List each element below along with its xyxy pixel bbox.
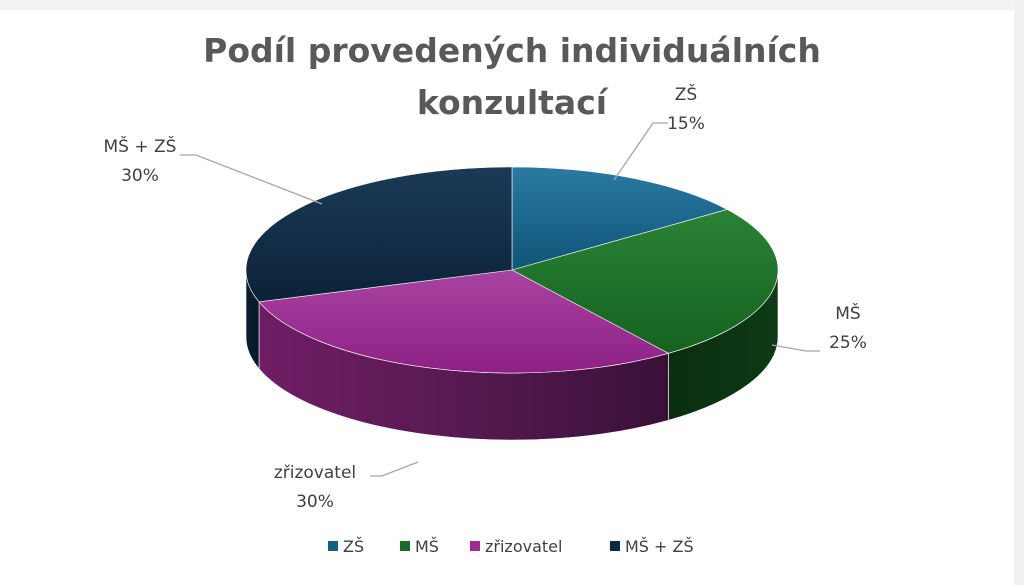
pie-slices (245, 166, 779, 374)
data-label-name-zrizovatel: zřizovatel (274, 463, 356, 483)
legend-swatch-zrizovatel (470, 541, 480, 551)
legend: ZŠ MŠ zřizovatel MŠ + ZŠ (328, 537, 694, 556)
leader-lines (180, 122, 820, 477)
data-label-name-ms-zs: MŠ + ZŠ (104, 135, 177, 157)
leader-line-ms (771, 344, 820, 352)
chart-title-line-1: Podíl provedených individuálních (203, 31, 821, 70)
legend-label-ms-zs: MŠ + ZŠ (625, 537, 694, 556)
legend-item-ms-zs: MŠ + ZŠ (610, 537, 694, 556)
leader-line-zs (613, 122, 668, 181)
chart-title-line-2: konzultací (417, 83, 609, 122)
legend-label-ms: MŠ (415, 537, 439, 556)
data-labels: ZŠ 15% MŠ 25% zřizovatel 30% MŠ + ZŠ 30% (104, 83, 867, 512)
data-label-value-zs: 15% (667, 114, 705, 134)
leader-line-ms-zs (180, 154, 323, 205)
pie-slice-zrizovatel (258, 269, 670, 374)
legend-swatch-zs (328, 541, 338, 551)
leader-line-zrizovatel (370, 461, 419, 477)
legend-label-zs: ZŠ (343, 537, 364, 556)
legend-item-ms: MŠ (400, 537, 439, 556)
data-label-value-zrizovatel: 30% (296, 492, 334, 512)
legend-swatch-ms (400, 541, 410, 551)
data-label-value-ms: 25% (829, 333, 867, 353)
legend-item-zrizovatel: zřizovatel (470, 537, 562, 556)
pie-sides (245, 269, 779, 441)
data-label-value-ms-zs: 30% (121, 166, 159, 186)
pie-slice-ms-zs (245, 166, 513, 303)
legend-item-zs: ZŠ (328, 537, 364, 556)
legend-label-zrizovatel: zřizovatel (485, 537, 562, 556)
legend-swatch-ms-zs (610, 541, 620, 551)
pie-slice-zs (511, 166, 728, 271)
pie-slice-ms (511, 209, 779, 354)
data-label-name-zs: ZŠ (675, 83, 697, 105)
data-label-name-ms: MŠ (835, 302, 860, 324)
